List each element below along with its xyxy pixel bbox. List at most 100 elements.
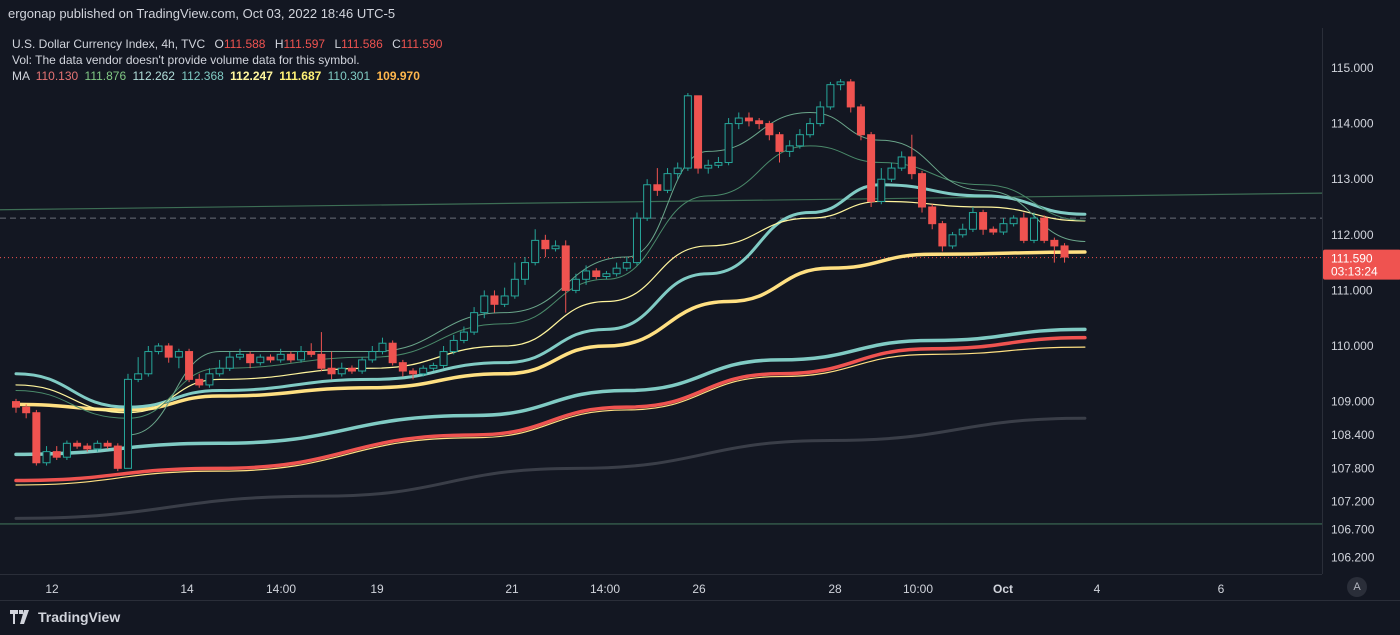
legend-close-label: C — [392, 37, 401, 51]
candle-body — [551, 245, 560, 250]
candle — [958, 223, 967, 238]
candle — [816, 101, 825, 127]
price-tick-label: 114.000 — [1331, 117, 1374, 131]
candle-body — [174, 351, 183, 358]
price-chart[interactable] — [0, 28, 1323, 574]
candle — [62, 440, 71, 460]
time-axis[interactable]: 12 14 14:00 19 21 14:00 26 28 10:00 Oct 4 6 — [0, 574, 1322, 601]
moving-average-line — [14, 183, 1087, 409]
tradingview-logo-icon — [10, 610, 29, 624]
price-tick-label: 110.000 — [1331, 339, 1374, 353]
candle-body — [744, 117, 753, 122]
countdown-label: 03:13:24 — [1331, 265, 1378, 279]
candle — [113, 443, 122, 472]
candle — [592, 268, 601, 280]
candle — [928, 204, 937, 230]
candle-body — [521, 262, 529, 280]
candle — [795, 129, 804, 149]
candle — [918, 170, 927, 213]
legend-high-value: 111.597 — [283, 37, 326, 51]
candle-body — [826, 84, 835, 108]
candle-body — [1040, 217, 1049, 241]
candle-body — [215, 367, 224, 375]
candle-body — [724, 123, 733, 164]
candle — [765, 120, 774, 141]
candle-body — [368, 351, 377, 361]
candle-body — [398, 362, 407, 372]
legend-ma-value: 112.368 — [181, 69, 224, 83]
candle-body — [531, 239, 540, 264]
candle — [877, 168, 886, 205]
candle — [663, 168, 672, 194]
candle — [246, 351, 255, 369]
candle-body — [683, 95, 692, 169]
tradingview-logo[interactable]: TradingView — [10, 609, 120, 625]
candle-body — [622, 262, 631, 269]
candle-body — [785, 145, 794, 152]
candle — [12, 398, 20, 413]
price-tick-label: 109.000 — [1331, 395, 1375, 409]
candle-body — [561, 245, 570, 291]
candle — [724, 118, 733, 166]
candle — [297, 346, 306, 363]
candle — [612, 262, 621, 277]
candle-body — [317, 353, 326, 369]
candle — [907, 134, 916, 180]
candle-body — [266, 356, 275, 361]
candle-body — [378, 342, 387, 353]
candle — [358, 357, 367, 374]
candle-body — [541, 239, 550, 250]
candle — [205, 368, 214, 388]
time-tick-label: 21 — [505, 582, 519, 596]
candle-body — [337, 367, 346, 375]
candle — [398, 359, 407, 377]
price-tick-label: 108.400 — [1331, 428, 1375, 442]
candle — [378, 337, 387, 355]
price-axis[interactable]: 115.000 114.000 113.000 112.000 111.000 110.0… — [1322, 28, 1400, 574]
candle — [73, 440, 82, 449]
candle-body — [643, 184, 652, 219]
candle — [317, 332, 326, 372]
price-axis-labels: 115.000 114.000 113.000 112.000 111.000 110.0… — [1323, 61, 1400, 564]
last-price-tag — [1323, 249, 1400, 280]
legend-symbol: U.S. Dollar Currency Index, 4h, TVC — [12, 37, 206, 51]
candle — [755, 118, 764, 130]
candle — [368, 346, 377, 363]
candle — [989, 226, 998, 235]
candle — [582, 265, 591, 285]
candle-body — [907, 156, 916, 175]
price-tick-label: 107.200 — [1331, 495, 1375, 509]
resistance-line — [0, 192, 1323, 211]
candle-body — [571, 278, 580, 291]
candle — [1040, 215, 1049, 244]
time-tick-label: 28 — [828, 582, 842, 596]
tradingview-brand: TradingView — [38, 609, 121, 625]
candle — [286, 351, 295, 363]
candle-body — [897, 156, 906, 169]
chart-area[interactable] — [0, 28, 1323, 574]
candle — [429, 362, 438, 372]
candle-body — [470, 312, 479, 333]
candle — [1009, 215, 1018, 227]
candle-body — [307, 351, 316, 355]
candle — [490, 290, 499, 313]
candle-body — [134, 373, 143, 380]
candle-body — [795, 134, 804, 147]
price-tick-label: 111.000 — [1331, 283, 1373, 297]
legend-open-value: 111.588 — [223, 37, 266, 51]
candle-body — [246, 353, 255, 364]
auto-scale-button[interactable]: A — [1347, 577, 1367, 597]
moving-average-line — [14, 250, 1087, 412]
candle-body — [225, 356, 234, 369]
candle-body — [612, 267, 621, 275]
candle-body — [347, 367, 356, 372]
price-tick-label: 113.000 — [1331, 172, 1374, 186]
candle-body — [12, 401, 20, 408]
candle — [409, 368, 418, 380]
candle — [144, 346, 153, 377]
candle — [500, 287, 509, 308]
candle-body — [480, 295, 489, 314]
candle-body — [918, 173, 927, 208]
candle — [999, 218, 1008, 235]
candle-body — [73, 442, 82, 447]
